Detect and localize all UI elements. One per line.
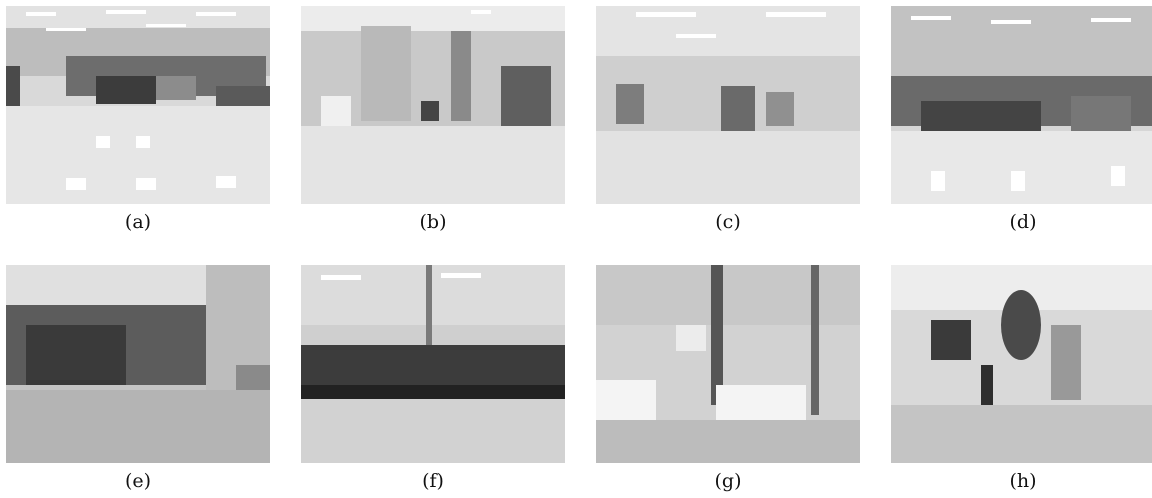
photo-f (301, 265, 565, 463)
caption-b: (b) (419, 211, 447, 233)
caption-h: (h) (1009, 470, 1037, 492)
panel-c: (c) (596, 6, 860, 233)
photo-h (891, 265, 1152, 463)
caption-a: (a) (124, 211, 152, 233)
photo-c (596, 6, 860, 204)
panel-g: (g) (596, 265, 860, 492)
panel-b: (b) (301, 6, 565, 233)
panel-h: (h) (891, 265, 1152, 492)
panel-e: (e) (6, 265, 270, 492)
photo-d (891, 6, 1152, 204)
caption-c: (c) (715, 211, 741, 233)
panel-f: (f) (301, 265, 565, 492)
caption-f: (f) (422, 470, 444, 492)
caption-e: (e) (124, 470, 152, 492)
photo-e (6, 265, 270, 463)
photo-b (301, 6, 565, 204)
photo-g (596, 265, 860, 463)
panel-d: (d) (891, 6, 1152, 233)
photo-a (6, 6, 270, 204)
caption-d: (d) (1009, 211, 1037, 233)
panel-a: (a) (6, 6, 270, 233)
caption-g: (g) (714, 470, 742, 492)
